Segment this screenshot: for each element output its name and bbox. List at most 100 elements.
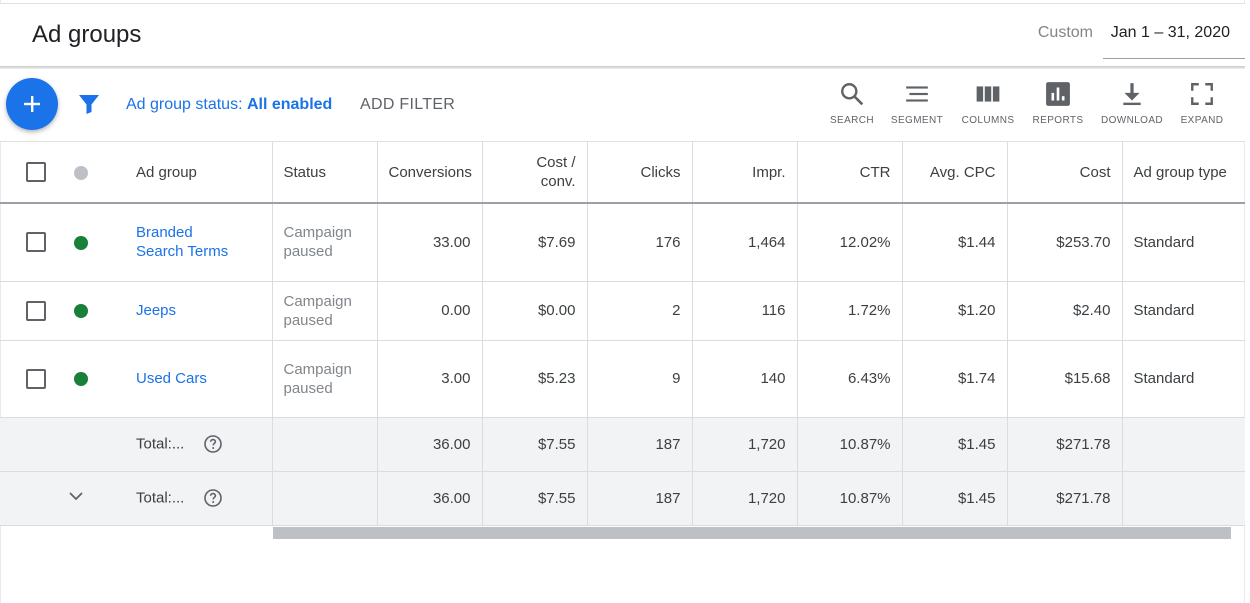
total-label-cell: Total:...	[102, 471, 273, 526]
download-button[interactable]: DOWNLOAD	[1097, 81, 1167, 126]
help-icon[interactable]	[203, 488, 223, 508]
expand-button[interactable]: EXPAND	[1167, 81, 1237, 126]
col-ctr[interactable]: CTR	[797, 142, 903, 204]
conversions-cell: 3.00	[377, 340, 483, 418]
enabled-status-dot[interactable]	[74, 372, 88, 387]
cost-cell: $253.70	[1007, 203, 1123, 282]
status-filter-dot[interactable]	[74, 165, 88, 180]
ad-group-type-cell: Standard	[1122, 281, 1245, 341]
status-filter-label: Ad group status:	[126, 96, 243, 113]
cost-per-conv-cell: $5.23	[482, 340, 588, 418]
search-button[interactable]: SEARCH	[817, 81, 887, 126]
add-filter-button[interactable]: ADD FILTER	[360, 96, 456, 113]
date-range-label: Custom	[1037, 24, 1093, 41]
impr-cell: 116	[692, 281, 798, 341]
help-icon[interactable]	[203, 434, 223, 454]
plus-icon	[24, 96, 40, 112]
col-avg-cpc[interactable]: Avg. CPC	[902, 142, 1008, 204]
total-conversions-cell: 36.00	[377, 417, 483, 472]
col-cost-per-conv-line1: Cost /	[536, 154, 576, 171]
row-status-cell	[62, 203, 102, 282]
download-button-label: DOWNLOAD	[1100, 115, 1164, 126]
col-impr[interactable]: Impr.	[692, 142, 798, 204]
columns-button[interactable]: COLUMNS	[953, 81, 1023, 126]
ad-group-link-branded[interactable]: Branded Search Terms	[136, 223, 261, 261]
ad-group-name-line2: Search Terms	[136, 243, 229, 261]
filter-icon[interactable]	[77, 92, 101, 116]
row-select-cell	[0, 203, 62, 282]
total-blank-cell	[0, 417, 62, 472]
total-row: Total:... 36.00 $7.55 187 1,720 10.87% $…	[0, 471, 1245, 526]
row-checkbox[interactable]	[26, 300, 46, 321]
total-cost-cell: $271.78	[1007, 417, 1123, 472]
row-status-cell	[62, 281, 102, 341]
total-impr-cell: 1,720	[692, 417, 798, 472]
enabled-status-dot[interactable]	[74, 304, 88, 319]
col-clicks[interactable]: Clicks	[587, 142, 693, 204]
expand-icon	[1191, 83, 1213, 105]
row-checkbox[interactable]	[26, 232, 46, 253]
total-cost-per-conv-cell: $7.55	[482, 417, 588, 472]
total-status-cell	[272, 471, 378, 526]
chevron-down-icon[interactable]	[66, 486, 86, 506]
status-text-line2: paused	[283, 379, 333, 397]
total-label: Total:...	[136, 435, 185, 453]
total-status-cell	[272, 417, 378, 472]
total-ctr-cell: 10.87%	[797, 471, 903, 526]
status-text-line1: Campaign	[283, 224, 352, 242]
columns-icon	[976, 86, 1000, 102]
total-type-cell	[1122, 471, 1245, 526]
columns-button-label: COLUMNS	[961, 115, 1015, 126]
reports-button[interactable]: REPORTS	[1023, 81, 1093, 126]
total-blank-cell	[62, 417, 102, 472]
status-text-line2: paused	[283, 311, 333, 329]
col-ad-group-type[interactable]: Ad group type	[1122, 142, 1245, 204]
ad-group-type-cell: Standard	[1122, 203, 1245, 282]
total-cost-per-conv-cell: $7.55	[482, 471, 588, 526]
date-range-underline	[1103, 58, 1245, 59]
cost-cell: $2.40	[1007, 281, 1123, 341]
total-row: Total:... 36.00 $7.55 187 1,720 10.87% $…	[0, 417, 1245, 472]
ad-group-link-used-cars[interactable]: Used Cars	[136, 370, 207, 387]
col-ad-group[interactable]: Ad group	[102, 142, 273, 204]
row-status-cell	[62, 340, 102, 418]
total-label: Total:...	[136, 489, 185, 507]
row-checkbox[interactable]	[26, 368, 46, 389]
total-ctr-cell: 10.87%	[797, 417, 903, 472]
status-text-line2: paused	[283, 243, 333, 261]
avg-cpc-cell: $1.20	[902, 281, 1008, 341]
search-icon	[841, 83, 864, 106]
segment-button-label: SEGMENT	[890, 115, 944, 126]
total-impr-cell: 1,720	[692, 471, 798, 526]
status-text-line1: Campaign	[283, 292, 352, 310]
ad-group-status-filter[interactable]: Ad group status: All enabled	[126, 96, 332, 114]
reports-icon	[1046, 82, 1070, 106]
enabled-status-dot[interactable]	[74, 235, 88, 250]
total-type-cell	[1122, 417, 1245, 472]
ad-group-name-line1: Branded	[136, 224, 193, 242]
date-range-picker[interactable]: Jan 1 – 31, 2020	[1110, 24, 1230, 41]
select-all-checkbox[interactable]	[26, 162, 46, 182]
conversions-cell: 33.00	[377, 203, 483, 282]
ctr-cell: 12.02%	[797, 203, 903, 282]
col-cost-per-conv[interactable]: Cost / conv.	[482, 142, 588, 204]
total-avg-cpc-cell: $1.45	[902, 471, 1008, 526]
segment-button[interactable]: SEGMENT	[882, 81, 952, 126]
col-conversions[interactable]: Conversions	[377, 142, 483, 204]
horizontal-scrollbar[interactable]	[273, 527, 1231, 539]
col-cost[interactable]: Cost	[1007, 142, 1123, 204]
add-ad-group-button[interactable]	[6, 78, 58, 130]
ad-group-link-jeeps[interactable]: Jeeps	[136, 302, 177, 319]
download-icon	[1123, 83, 1141, 106]
table-row: Jeeps Campaign paused 0.00 $0.00 2 116 1…	[0, 281, 1245, 341]
col-cost-per-conv-line2: conv.	[540, 173, 576, 190]
page-header: Ad groups Custom Jan 1 – 31, 2020	[0, 4, 1245, 67]
status-filter-value: All enabled	[246, 96, 333, 113]
ad-group-cell: Jeeps	[102, 281, 273, 341]
total-expand-cell	[62, 471, 102, 526]
total-blank-cell	[0, 471, 62, 526]
col-status[interactable]: Status	[272, 142, 378, 204]
avg-cpc-cell: $1.74	[902, 340, 1008, 418]
status-dot-header	[62, 142, 102, 204]
segment-icon	[906, 86, 928, 102]
